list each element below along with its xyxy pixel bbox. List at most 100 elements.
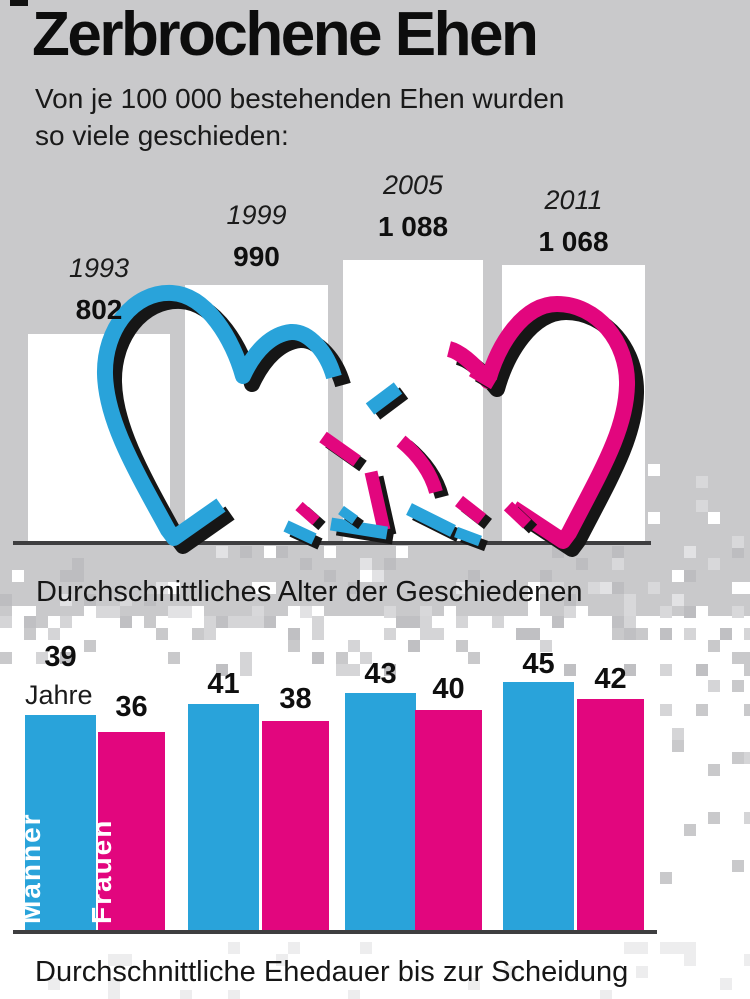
age-value-label: 41 [207, 668, 240, 700]
mosaic-square [108, 978, 120, 990]
age-bar-women [415, 710, 482, 930]
mosaic-square [24, 616, 36, 628]
mosaic-square [384, 558, 396, 570]
mosaic-square [672, 570, 684, 582]
mosaic-square [684, 628, 696, 640]
mosaic-square [600, 990, 612, 999]
mosaic-square [228, 990, 240, 999]
mosaic-square [408, 640, 420, 652]
value-label: 1 088 [377, 211, 449, 242]
bar-label-group: 2011 1 068 [489, 185, 659, 257]
mosaic-square [708, 812, 720, 824]
age-bar-men [503, 682, 574, 930]
mosaic-square [84, 606, 96, 618]
mosaic-square [660, 872, 672, 884]
mosaic-square [648, 464, 660, 476]
mosaic-square [0, 594, 12, 606]
mosaic-square [252, 616, 264, 628]
bar-label-group: 2005 1 088 [328, 170, 498, 242]
mosaic-square [612, 616, 624, 628]
mosaic-square [24, 628, 36, 640]
mosaic-square [324, 546, 336, 558]
mosaic-square [372, 570, 384, 582]
legend-men-label: Männer [14, 812, 46, 924]
mosaic-square [660, 704, 672, 716]
mosaic-square [240, 546, 252, 558]
mosaic-square [744, 652, 750, 664]
mosaic-square [360, 570, 372, 582]
mosaic-square [732, 536, 744, 548]
mosaic-square [312, 628, 324, 640]
mosaic-square [168, 652, 180, 664]
mosaic-square [60, 570, 72, 582]
mosaic-square [360, 558, 372, 570]
page-title: Zerbrochene Ehen [32, 0, 539, 69]
mosaic-square [696, 606, 708, 618]
age-bar-women [577, 699, 644, 930]
mosaic-square [252, 582, 264, 594]
mosaic-square [84, 640, 96, 652]
mosaic-square [576, 558, 588, 570]
mosaic-square [408, 616, 420, 628]
mosaic-square [672, 740, 684, 752]
mosaic-square [684, 824, 696, 836]
mosaic-square [288, 942, 300, 954]
age-value-label: 36 [115, 691, 148, 723]
divorce-rate-bar [502, 265, 645, 541]
mosaic-square [744, 812, 750, 824]
age-chart: 39 41 43 45 Männer 36 38 40 42 Frauen [0, 616, 750, 956]
mosaic-square [12, 606, 24, 618]
mosaic-square [744, 704, 750, 716]
mosaic-square [96, 606, 108, 618]
mosaic-square [312, 606, 324, 618]
subtitle-line-1: Von je 100 000 bestehenden Ehen wurden [35, 83, 565, 114]
mosaic-square [516, 628, 528, 640]
mosaic-square [240, 652, 252, 664]
mosaic-square [72, 558, 84, 570]
mosaic-square [660, 664, 672, 676]
mosaic-square [348, 664, 360, 676]
mosaic-square [528, 628, 540, 640]
mosaic-square [348, 640, 360, 652]
mosaic-square [612, 558, 624, 570]
mosaic-square [324, 570, 336, 582]
mosaic-square [84, 594, 96, 606]
mosaic-square [636, 942, 648, 954]
mosaic-square [564, 606, 576, 618]
mosaic-square [396, 546, 408, 558]
mosaic-square [732, 582, 744, 594]
mosaic-square [732, 652, 744, 664]
mosaic-square [240, 664, 252, 676]
mosaic-square [672, 594, 684, 606]
age-bar-men [25, 715, 96, 930]
mosaic-square [732, 606, 744, 618]
mosaic-square [624, 594, 636, 606]
mosaic-square [168, 606, 180, 618]
mosaic-square [468, 570, 480, 582]
mosaic-square [624, 606, 636, 618]
mosaic-square [396, 616, 408, 628]
age-bar-women [98, 732, 165, 930]
age-bar-men [188, 704, 259, 930]
mosaic-square [744, 752, 750, 764]
age-value-label: 38 [279, 683, 312, 715]
mosaic-square [660, 628, 672, 640]
mosaic-square [144, 616, 156, 628]
mosaic-square [612, 582, 624, 594]
mosaic-square [420, 628, 432, 640]
year-label: 2011 [544, 185, 603, 215]
mosaic-square [384, 628, 396, 640]
mosaic-square [648, 582, 660, 594]
mosaic-square [708, 680, 720, 692]
mosaic-square [684, 606, 696, 618]
mosaic-square [156, 582, 168, 594]
mosaic-square [684, 570, 696, 582]
mosaic-square [744, 954, 750, 966]
mosaic-square [384, 664, 396, 676]
mosaic-square [696, 704, 708, 716]
mosaic-square [60, 616, 72, 628]
mosaic-square [612, 628, 624, 640]
mosaic-square [228, 942, 240, 954]
mosaic-square [660, 942, 672, 954]
